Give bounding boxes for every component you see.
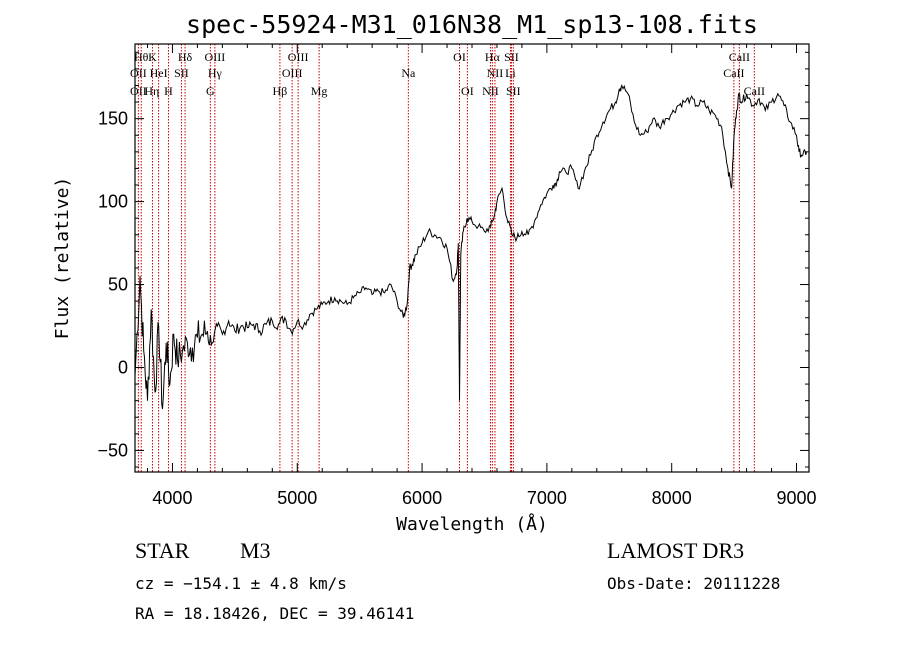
line-label: Na xyxy=(401,66,416,80)
line-label: Hα xyxy=(485,50,501,64)
y-tick-label: 150 xyxy=(98,109,128,129)
line-label: Hγ xyxy=(208,66,223,80)
line-label: OI xyxy=(453,50,466,64)
object-class: STAR xyxy=(135,538,190,563)
line-label: Hθ xyxy=(134,50,149,64)
line-label: OIII xyxy=(205,50,226,64)
chart-title: spec-55924-M31_016N38_M1_sp13-108.fits xyxy=(186,10,758,39)
line-label: CaII xyxy=(744,84,765,98)
spectrum-line xyxy=(134,84,807,410)
x-tick-label: 9000 xyxy=(776,488,816,508)
line-label: OIII xyxy=(282,66,303,80)
y-axis-label: Flux (relative) xyxy=(52,177,73,340)
survey-name: LAMOST DR3 xyxy=(607,538,744,563)
line-label: SII xyxy=(506,84,521,98)
plot-frame xyxy=(134,43,810,473)
line-label: Hδ xyxy=(178,50,193,64)
redshift-velocity: cz = −154.1 ± 4.8 km/s xyxy=(135,574,347,593)
x-tick-label: 8000 xyxy=(652,488,692,508)
line-label: K xyxy=(148,50,157,64)
line-label: H xyxy=(164,84,173,98)
x-tick-label: 6000 xyxy=(402,488,442,508)
x-axis-label: Wavelength (Å) xyxy=(396,513,548,535)
line-label: Hβ xyxy=(273,84,288,98)
line-label: G xyxy=(206,84,215,98)
x-tick-label: 4000 xyxy=(152,488,192,508)
observation-date: Obs-Date: 20111228 xyxy=(607,574,780,593)
line-label: CaII xyxy=(729,50,750,64)
y-tick-label: 0 xyxy=(118,357,128,377)
line-label: Mg xyxy=(311,84,328,98)
line-label: Li xyxy=(505,66,516,80)
y-tick-label: 100 xyxy=(98,192,128,212)
line-label: OII xyxy=(130,66,147,80)
line-label: OIII xyxy=(288,50,309,64)
y-tick-label: 50 xyxy=(108,275,128,295)
coordinates: RA = 18.18426, DEC = 39.46141 xyxy=(135,604,414,623)
line-label: OII xyxy=(130,84,147,98)
axis-ticks: 4000 5000 6000 7000 8000 9000 −50 0 50 100 150 xyxy=(97,44,817,508)
line-label: SII xyxy=(504,50,519,64)
line-label: HeI xyxy=(150,66,168,80)
line-label: NII xyxy=(482,84,499,98)
line-label: Hη xyxy=(144,84,159,98)
line-label: OI xyxy=(461,84,474,98)
x-tick-label: 7000 xyxy=(527,488,567,508)
object-subclass: M3 xyxy=(240,538,271,563)
y-tick-label: −50 xyxy=(97,440,128,460)
line-label: SII xyxy=(174,66,189,80)
line-label: NII xyxy=(487,66,504,80)
line-label: CaII xyxy=(723,66,744,80)
x-tick-label: 5000 xyxy=(277,488,317,508)
